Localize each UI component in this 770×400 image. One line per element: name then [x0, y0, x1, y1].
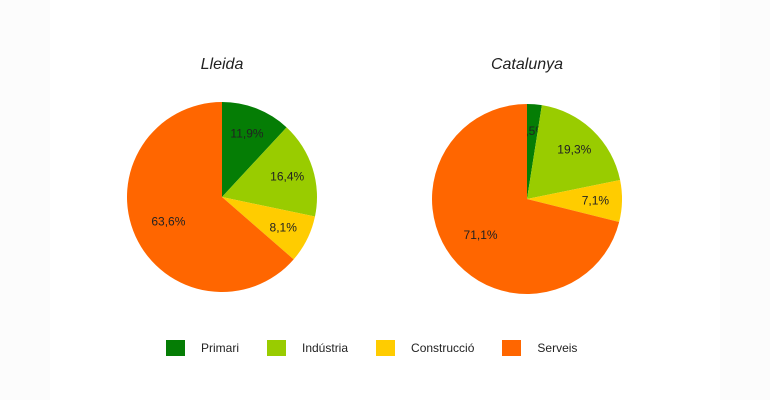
legend-swatch-industria: [267, 340, 286, 356]
legend-label: Primari: [201, 341, 239, 355]
pie-label-industria: 19,3%: [557, 143, 591, 157]
legend: Primari Indústria Construcció Serveis: [166, 338, 605, 358]
legend-item-primari: Primari: [166, 340, 239, 356]
pie-label-primari: 11,9%: [230, 126, 263, 140]
pie-lleida: 11,9% 16,4% 8,1% 63,6%: [126, 102, 317, 292]
legend-swatch-construccio: [376, 340, 396, 356]
pie-slice-serveis: [126, 102, 294, 292]
chart-title-lleida: Lleida: [200, 56, 244, 73]
pie-slice-primari: [527, 104, 542, 199]
pie-label-industria: 16,4%: [270, 169, 304, 183]
pie-slice-industria: [222, 127, 317, 217]
chart-title-catalunya: Catalunya: [490, 56, 564, 73]
pie-slice-industria: [527, 105, 621, 199]
pie-label-construccio: 8,1%: [270, 220, 298, 234]
pie-slice-construccio: [527, 180, 623, 223]
pie-slice-serveis: [432, 104, 620, 294]
legend-label: Construcció: [411, 341, 475, 355]
pie-label-serveis: 71,1%: [464, 228, 498, 242]
legend-swatch-serveis: [502, 340, 522, 356]
legend-item-serveis: Serveis: [502, 340, 577, 356]
pie-label-construccio: 7,1%: [582, 194, 610, 208]
legend-item-industria: Indústria: [267, 340, 348, 356]
pie-slice-construccio: [222, 197, 315, 260]
pie-label-serveis: 63,6%: [151, 214, 185, 228]
legend-item-construccio: Construcció: [376, 340, 474, 356]
legend-label: Serveis: [537, 341, 578, 355]
legend-label: Indústria: [302, 341, 349, 355]
legend-swatch-primari: [166, 340, 185, 356]
pie-catalunya: 2,5%19,3%7,1%71,1%: [432, 104, 623, 294]
pie-slice-primari: [222, 102, 287, 197]
